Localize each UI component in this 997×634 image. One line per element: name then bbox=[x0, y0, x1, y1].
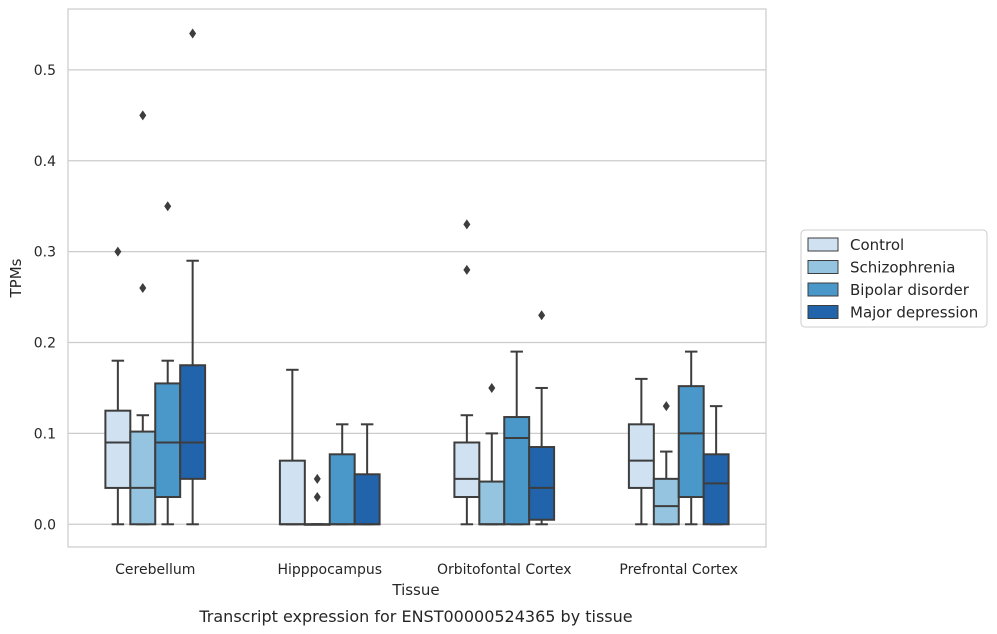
legend-swatch bbox=[807, 305, 839, 319]
y-axis-ticks: 0.0 0.1 0.2 0.3 0.4 0.5 bbox=[34, 63, 56, 533]
x-axis-ticks: Cerebellum Hipppocampus Orbitofontal Corte… bbox=[115, 562, 738, 578]
box bbox=[478, 480, 506, 526]
outlier-point bbox=[313, 473, 321, 484]
legend-label: Bipolar disorder bbox=[850, 281, 970, 299]
legend-swatch bbox=[807, 260, 839, 274]
box-plot bbox=[179, 28, 207, 526]
legend-label: Major depression bbox=[850, 304, 978, 322]
box-plot bbox=[303, 473, 331, 526]
box-plot bbox=[104, 246, 132, 526]
box bbox=[503, 416, 531, 526]
box bbox=[353, 473, 381, 526]
x-tick-label: Prefrontal Cortex bbox=[619, 562, 738, 578]
legend-label: Schizophrenia bbox=[850, 259, 955, 277]
box-plot bbox=[129, 110, 157, 526]
box bbox=[179, 364, 207, 480]
box-plot bbox=[503, 350, 531, 526]
y-tick-label: 0.1 bbox=[34, 426, 56, 442]
box-plot bbox=[677, 350, 705, 526]
box-plot bbox=[353, 423, 381, 526]
y-tick-label: 0.2 bbox=[34, 336, 56, 352]
box bbox=[129, 430, 157, 526]
box bbox=[528, 446, 556, 521]
outlier-point bbox=[114, 246, 122, 257]
box bbox=[702, 453, 730, 526]
box-plot bbox=[528, 310, 556, 526]
outlier-point bbox=[139, 110, 147, 121]
x-tick-label: Hipppocampus bbox=[277, 562, 382, 578]
box-plots bbox=[104, 28, 730, 526]
outlier-point bbox=[164, 201, 172, 212]
outlier-point bbox=[139, 282, 147, 293]
y-axis-title: TPMs bbox=[7, 258, 25, 298]
box-plot bbox=[278, 368, 306, 526]
box-plot bbox=[453, 219, 481, 526]
x-axis-title: Tissue bbox=[391, 581, 439, 599]
box bbox=[154, 382, 182, 499]
outlier-point bbox=[189, 28, 197, 39]
plot-frame bbox=[67, 8, 767, 548]
y-tick-label: 0.4 bbox=[34, 154, 56, 170]
box bbox=[453, 441, 481, 499]
box bbox=[652, 477, 680, 526]
legend: Control Schizophrenia Bipolar disorder Majo… bbox=[800, 229, 988, 328]
legend-frame bbox=[800, 229, 988, 328]
x-tick-label: Orbitofontal Cortex bbox=[437, 562, 572, 578]
box bbox=[328, 453, 356, 526]
outlier-point bbox=[313, 492, 321, 503]
figure-caption: Transcript expression for ENST0000052436… bbox=[198, 607, 632, 626]
outlier-point bbox=[538, 310, 546, 321]
legend-swatch bbox=[807, 282, 839, 297]
box-plot bbox=[652, 401, 680, 526]
box bbox=[278, 459, 306, 526]
legend-label: Control bbox=[850, 236, 904, 254]
box-plot bbox=[154, 201, 182, 526]
outlier-point bbox=[463, 264, 471, 275]
y-tick-label: 0.0 bbox=[34, 517, 56, 533]
outlier-point bbox=[662, 401, 670, 412]
box-plot bbox=[627, 377, 655, 526]
box bbox=[677, 385, 705, 499]
y-tick-label: 0.5 bbox=[34, 63, 56, 79]
box-plot bbox=[328, 423, 356, 526]
legend-swatch bbox=[807, 237, 839, 252]
y-tick-label: 0.3 bbox=[34, 245, 56, 261]
box bbox=[627, 423, 655, 489]
box bbox=[104, 409, 132, 489]
box-plot bbox=[702, 405, 730, 526]
box-plot bbox=[478, 382, 506, 526]
x-tick-label: Cerebellum bbox=[115, 562, 195, 578]
outlier-point bbox=[488, 382, 496, 393]
outlier-point bbox=[463, 219, 471, 230]
